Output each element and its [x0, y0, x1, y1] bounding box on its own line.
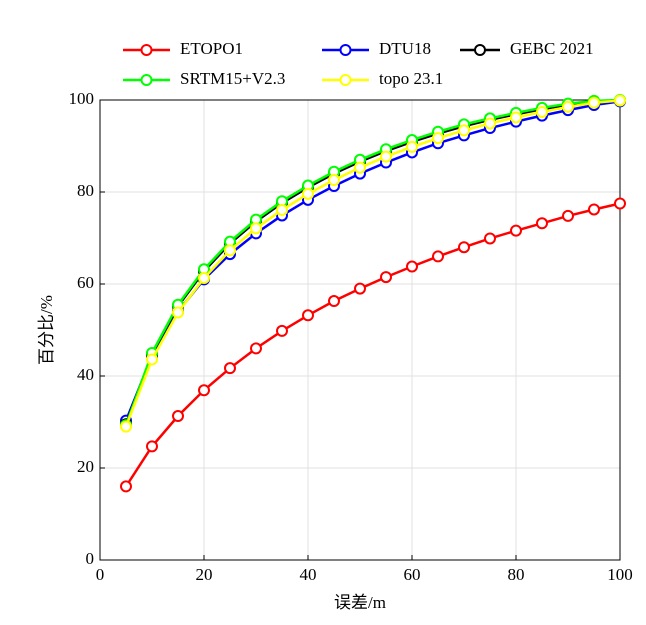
- data-point: [224, 362, 236, 375]
- data-point: [328, 295, 340, 308]
- data-point: [536, 217, 548, 230]
- y-axis-label: 百分比/%: [37, 295, 56, 365]
- series-line: [124, 99, 621, 428]
- legend-marker: [140, 74, 153, 86]
- data-point: [354, 282, 366, 295]
- data-point: [380, 150, 392, 163]
- data-point: [406, 140, 418, 153]
- data-point: [536, 105, 548, 118]
- x-axis-label: 误差/m: [334, 593, 386, 612]
- data-point: [432, 132, 444, 145]
- data-point: [172, 410, 184, 423]
- data-point: [354, 161, 366, 174]
- data-point: [380, 271, 392, 284]
- x-tick-label: 60: [404, 565, 421, 584]
- data-point: [302, 187, 314, 200]
- y-tick-label: 100: [69, 89, 95, 108]
- legend-marker: [474, 44, 486, 56]
- y-tick-label: 40: [77, 365, 94, 384]
- legend-marker: [339, 44, 352, 56]
- legend-label: ETOPO1: [180, 39, 243, 58]
- y-tick-label: 0: [86, 549, 95, 568]
- data-point: [406, 260, 418, 273]
- y-tick-label: 20: [77, 457, 94, 476]
- data-point: [432, 250, 444, 263]
- data-point: [276, 203, 288, 216]
- data-point: [484, 117, 496, 130]
- legend-label: SRTM15+V2.3: [180, 69, 285, 88]
- data-point: [224, 244, 236, 257]
- data-point: [614, 197, 626, 210]
- plot-frame: [99, 99, 621, 561]
- data-point: [510, 224, 522, 237]
- data-point: [146, 440, 158, 453]
- legend-label: GEBC 2021: [510, 39, 594, 58]
- data-point: [588, 203, 600, 216]
- data-point: [250, 222, 262, 235]
- series-line: [124, 100, 621, 422]
- data-point: [562, 100, 574, 113]
- data-point: [198, 384, 210, 397]
- x-tick-label: 100: [607, 565, 633, 584]
- data-point: [614, 94, 626, 107]
- data-point: [172, 306, 184, 319]
- data-point: [302, 309, 314, 322]
- x-tick-label: 20: [196, 565, 213, 584]
- legend-marker: [140, 44, 153, 56]
- series-line: [124, 202, 621, 488]
- data-point: [562, 209, 574, 222]
- y-tick-label: 80: [77, 181, 94, 200]
- legend-label: DTU18: [379, 39, 431, 58]
- data-point: [458, 241, 470, 254]
- legend-label: topo 23.1: [379, 69, 443, 88]
- data-point: [276, 324, 288, 337]
- x-tick-label: 80: [508, 565, 525, 584]
- data-point: [588, 96, 600, 109]
- data-point: [458, 124, 470, 137]
- data-point: [250, 342, 262, 355]
- x-tick-label: 40: [300, 565, 317, 584]
- data-point: [328, 174, 340, 187]
- legend-marker: [339, 74, 352, 86]
- data-point: [484, 232, 496, 245]
- data-point: [198, 272, 210, 285]
- y-tick-label: 60: [77, 273, 94, 292]
- data-point: [120, 420, 132, 433]
- data-point: [146, 353, 158, 366]
- x-tick-label: 0: [96, 565, 105, 584]
- data-point: [120, 480, 132, 493]
- data-point: [510, 111, 522, 124]
